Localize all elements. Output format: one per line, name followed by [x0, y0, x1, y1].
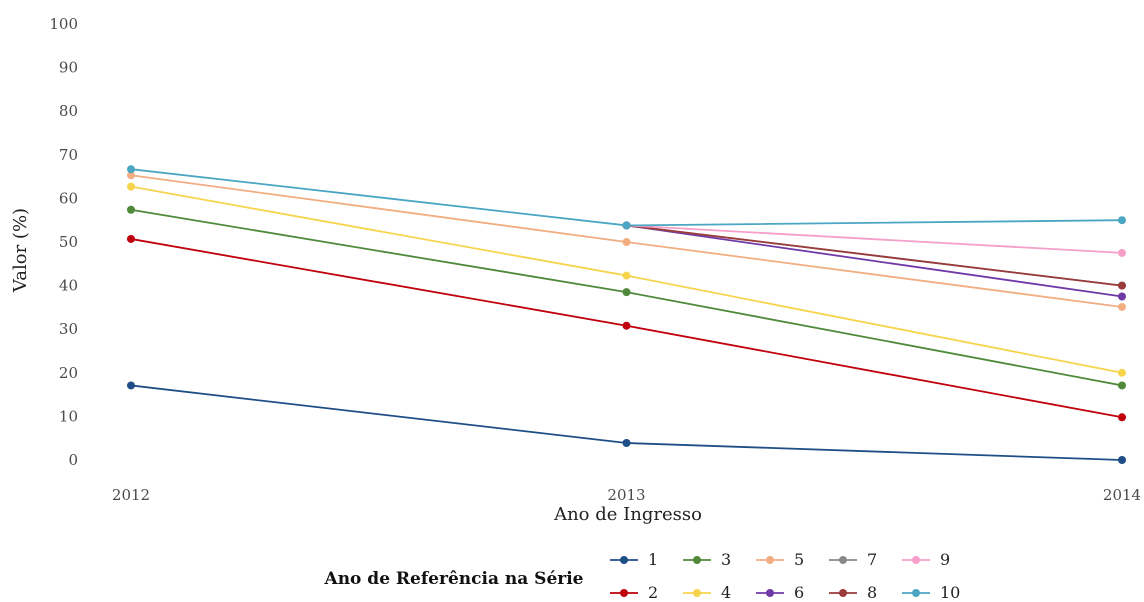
series-line-6: [626, 224, 1123, 298]
legend-marker-9: [912, 556, 920, 564]
legend-label-10: 10: [940, 583, 960, 602]
legend-item-2: 2: [610, 583, 658, 602]
data-point-series-2: [1118, 413, 1126, 422]
data-point-series-4: [1118, 368, 1126, 377]
legend-marker-3: [693, 556, 701, 564]
legend-item-6: 6: [756, 583, 804, 602]
legend-label-2: 2: [648, 583, 658, 602]
y-tick-label: 0: [68, 451, 78, 469]
y-tick-label: 30: [59, 320, 78, 338]
legend-item-4: 4: [683, 583, 731, 602]
series-line-10: [130, 168, 1123, 227]
data-point-series-10: [1118, 216, 1126, 225]
data-point-series-1: [127, 381, 135, 390]
y-tick-label: 60: [59, 189, 78, 207]
legend-item-9: 9: [902, 550, 950, 569]
legend-label-8: 8: [867, 583, 877, 602]
data-point-series-5: [622, 238, 631, 246]
y-tick-label: 40: [59, 277, 78, 295]
series-lines: [130, 168, 1123, 461]
legend-label-1: 1: [648, 550, 658, 569]
data-point-series-10: [127, 165, 135, 174]
x-axis-title: Ano de Ingresso: [553, 504, 702, 525]
legend-item-10: 10: [902, 583, 960, 602]
legend-marker-10: [912, 589, 920, 597]
data-point-series-3: [1118, 381, 1126, 390]
legend: 1 2 3 4 5 6 7 8 9 10: [610, 550, 960, 602]
data-point-series-9: [1118, 248, 1126, 257]
y-tick-label: 100: [49, 15, 78, 33]
series-line-1: [130, 384, 1123, 461]
data-point-series-5: [1118, 302, 1126, 311]
y-tick-label: 80: [59, 102, 78, 120]
data-point-series-5: [127, 171, 135, 180]
data-point-series-6: [1118, 292, 1126, 301]
legend-label-9: 9: [940, 550, 950, 569]
y-axis-title: Valor (%): [10, 208, 31, 293]
series-line-3: [130, 208, 1123, 387]
y-tick-label: 20: [59, 364, 78, 382]
data-point-series-3: [127, 205, 135, 214]
legend-marker-1: [620, 556, 628, 564]
series-line-4: [130, 185, 1123, 374]
legend-label-4: 4: [721, 583, 731, 602]
x-axis-ticks: 2012 2013 2014: [112, 486, 1141, 504]
data-point-series-2: [127, 234, 135, 243]
y-axis-ticks: 0 10 20 30 40 50 60 70 80 90 100: [49, 15, 78, 469]
data-point-series-2: [622, 321, 631, 330]
legend-item-8: 8: [829, 583, 877, 602]
legend-marker-7: [839, 556, 847, 564]
data-point-series-4: [622, 271, 631, 280]
series-line-9: [626, 224, 1123, 254]
data-point-series-1: [622, 438, 631, 447]
legend-item-3: 3: [683, 550, 731, 569]
y-tick-label: 90: [59, 59, 78, 77]
data-point-series-3: [622, 288, 631, 297]
x-tick-label: 2013: [607, 486, 645, 504]
legend-marker-2: [620, 589, 628, 597]
y-tick-label: 70: [59, 146, 78, 164]
legend-title: Ano de Referência na Série: [324, 569, 584, 589]
series-points: [127, 165, 1126, 464]
legend-marker-6: [766, 589, 774, 597]
data-point-series-10: [622, 221, 631, 230]
legend-item-5: 5: [756, 550, 804, 569]
y-tick-label: 10: [59, 407, 78, 425]
legend-marker-4: [693, 589, 701, 597]
y-tick-label: 50: [59, 233, 78, 251]
legend-label-3: 3: [721, 550, 731, 569]
legend-marker-5: [766, 556, 774, 564]
x-tick-label: 2012: [112, 486, 150, 504]
x-tick-label: 2014: [1103, 486, 1141, 504]
legend-item-1: 1: [610, 550, 658, 569]
legend-label-6: 6: [794, 583, 804, 602]
data-point-series-4: [127, 182, 135, 191]
legend-label-5: 5: [794, 550, 804, 569]
legend-marker-8: [839, 589, 847, 597]
data-point-series-8: [1118, 281, 1126, 290]
legend-label-7: 7: [867, 550, 877, 569]
data-point-series-1: [1118, 456, 1126, 464]
legend-item-7: 7: [829, 550, 877, 569]
series-line-8: [626, 224, 1123, 287]
